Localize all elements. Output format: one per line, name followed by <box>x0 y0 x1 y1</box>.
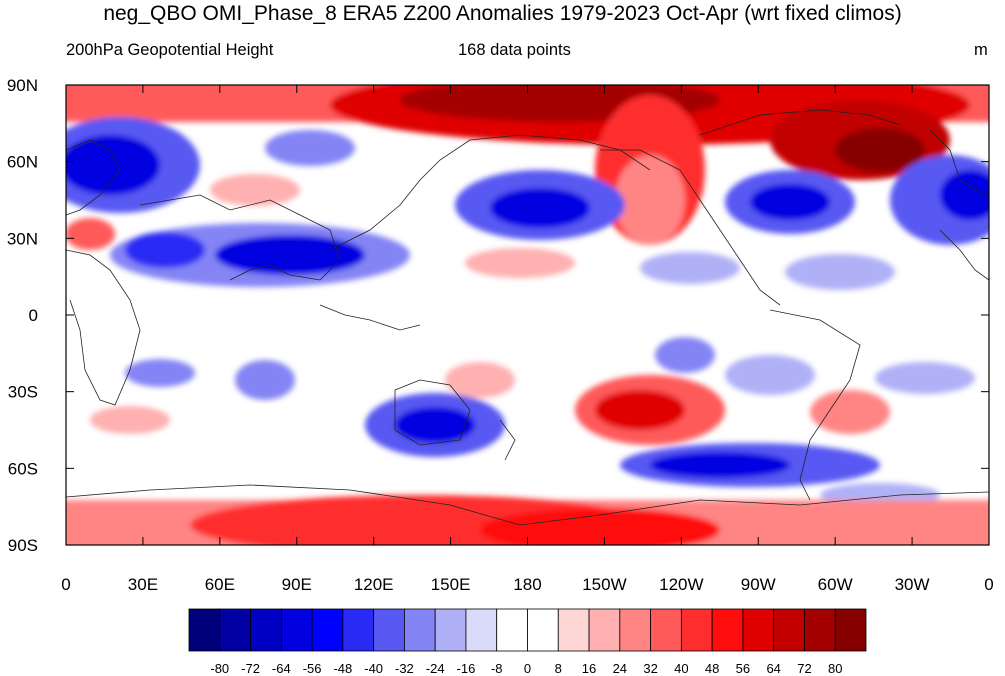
lon-tick-label: 150E <box>431 575 471 594</box>
colorbar-box <box>496 608 528 652</box>
lon-tick-label: 0 <box>984 575 993 594</box>
colorbar-box <box>711 608 744 652</box>
colorbar-box <box>404 608 436 652</box>
map-title: neg_QBO OMI_Phase_8 ERA5 Z200 Anomalies … <box>103 2 902 25</box>
colorbar-label: -8 <box>491 661 503 676</box>
lat-tick-label: 0 <box>29 306 38 325</box>
colorbar-box <box>280 608 313 652</box>
colorbar-label: -24 <box>426 661 445 676</box>
colorbar-box <box>557 608 590 652</box>
lon-tick-label: 120W <box>659 575 703 594</box>
colorbar-label: -80 <box>210 661 229 676</box>
colorbar-box <box>311 608 344 652</box>
colorbar-label: -56 <box>303 661 322 676</box>
colorbar-label: 32 <box>643 661 657 676</box>
lon-tick-label: 180 <box>513 575 541 594</box>
lat-tick-label: 60S <box>8 459 38 478</box>
colorbar-label: -16 <box>457 661 476 676</box>
colorbar-label: 8 <box>555 661 562 676</box>
colorbar-label: 56 <box>736 661 750 676</box>
colorbar-box <box>650 608 682 652</box>
lon-tick-label: 30E <box>128 575 158 594</box>
colorbar-label: 80 <box>828 661 842 676</box>
units-label: m <box>974 41 988 59</box>
colorbar-box <box>219 608 251 652</box>
lat-tick-label: 60N <box>7 153 38 172</box>
colorbar-label: 48 <box>705 661 719 676</box>
lon-tick-label: 30W <box>895 575 930 594</box>
lat-tick-label: 30S <box>8 383 38 402</box>
colorbar-box <box>342 608 375 652</box>
center-string: 168 data points <box>458 41 571 59</box>
colorbar-box <box>742 608 775 652</box>
colorbar-label: 16 <box>582 661 596 676</box>
latitude-axis: 90N 60N 30N 0 30S 60S 90S <box>7 76 989 555</box>
longitude-axis: 0 30E 60E 90E 120E 150E 180 150W 120W 90W 60W 30W 0 <box>61 85 994 594</box>
lon-tick-label: 60W <box>818 575 853 594</box>
lon-tick-label: 120E <box>354 575 394 594</box>
map-plot-area <box>65 84 990 546</box>
colorbar-label: -40 <box>364 661 383 676</box>
colorbar: -80 -72 -64 -56 -48 -40 -32 -24 -16 -8 0 8 16 24 32 40 4… <box>188 608 867 676</box>
colorbar-label: -48 <box>333 661 352 676</box>
colorbar-box <box>680 608 713 652</box>
left-string: 200hPa Geopotential Height <box>66 41 274 59</box>
colorbar-label: 64 <box>766 661 780 676</box>
lat-tick-label: 90S <box>8 536 38 555</box>
colorbar-box <box>804 608 836 652</box>
lon-tick-label: 90W <box>741 575 776 594</box>
lon-tick-label: 0 <box>61 575 70 594</box>
colorbar-box <box>250 608 282 652</box>
colorbar-label: 40 <box>674 661 688 676</box>
colorbar-box <box>434 608 467 652</box>
lat-tick-label: 30N <box>7 229 38 248</box>
colorbar-label: -64 <box>272 661 291 676</box>
colorbar-box <box>834 608 867 652</box>
colorbar-box <box>527 608 559 652</box>
lon-tick-label: 60E <box>205 575 235 594</box>
colorbar-label: 72 <box>797 661 811 676</box>
colorbar-box <box>619 608 651 652</box>
colorbar-box <box>588 608 621 652</box>
colorbar-label: 24 <box>613 661 627 676</box>
colorbar-box <box>465 608 498 652</box>
colorbar-box <box>373 608 405 652</box>
colorbar-label: -72 <box>241 661 260 676</box>
colorbar-label: 0 <box>524 661 531 676</box>
colorbar-box <box>188 608 221 652</box>
lat-tick-label: 90N <box>7 76 38 95</box>
lon-tick-label: 90E <box>282 575 312 594</box>
coastlines <box>66 109 989 526</box>
colorbar-box <box>773 608 805 652</box>
colorbar-label: -32 <box>395 661 414 676</box>
lon-tick-label: 150W <box>582 575 626 594</box>
